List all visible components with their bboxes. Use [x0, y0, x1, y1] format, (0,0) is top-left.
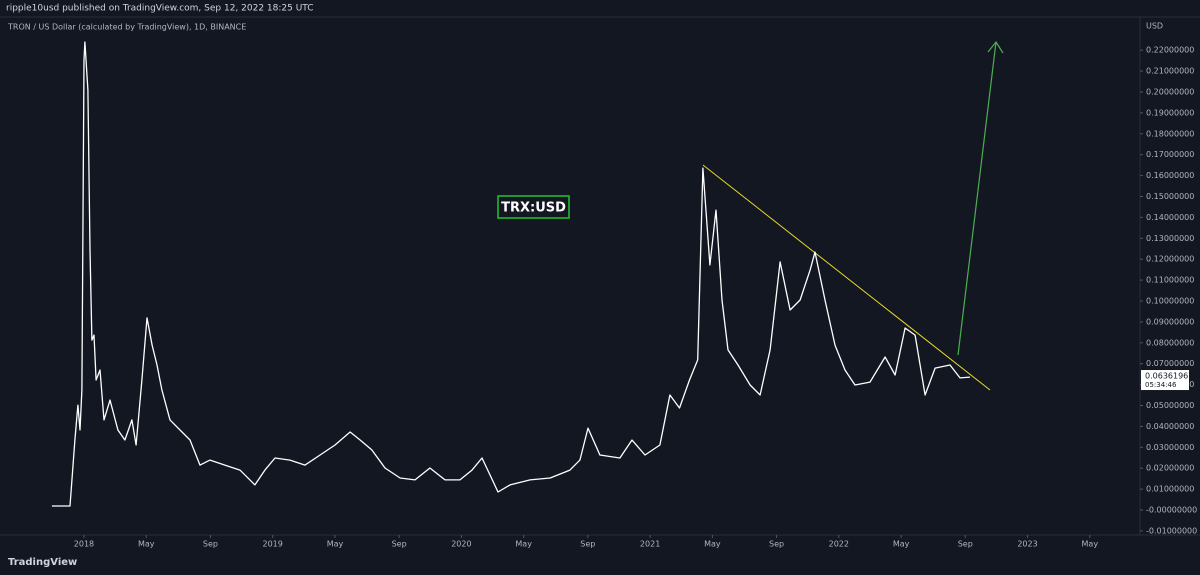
x-tick-label: Sep	[392, 540, 407, 549]
x-tick-label: Sep	[203, 540, 218, 549]
x-tick-label: May	[327, 540, 344, 549]
y-tick-label: 0.16000000	[1146, 171, 1194, 180]
y-tick-label: 0.08000000	[1146, 338, 1194, 347]
x-tick-label: May	[138, 540, 155, 549]
y-tick-label: 0.18000000	[1146, 129, 1194, 138]
y-tick-label: 0.02000000	[1146, 464, 1194, 473]
x-tick-label: Sep	[580, 540, 595, 549]
x-tick-label: May	[1082, 540, 1099, 549]
arrow	[957, 41, 997, 356]
y-tick-label: 0.01000000	[1146, 485, 1194, 494]
axis-label: USD	[1146, 22, 1163, 31]
y-tick-label: 0.07000000	[1146, 359, 1194, 368]
last-price: 0.06361967	[1145, 372, 1193, 381]
y-tick-label: 0.13000000	[1146, 234, 1194, 243]
y-tick-label: 0.21000000	[1146, 67, 1194, 76]
x-tick-label: Sep	[769, 540, 784, 549]
y-tick-label: 0.11000000	[1146, 276, 1194, 285]
annotation-box	[497, 195, 570, 219]
x-tick-label: Sep	[958, 540, 973, 549]
price-line	[51, 41, 971, 507]
x-tick-label: 2018	[74, 540, 94, 549]
y-tick-label: 0.04000000	[1146, 422, 1194, 431]
y-tick-label: 0.20000000	[1146, 87, 1194, 96]
x-tick-label: 2021	[640, 540, 660, 549]
y-tick-label: 0.05000000	[1146, 401, 1194, 410]
last-price-box	[1141, 370, 1189, 391]
y-tick-label: 0.17000000	[1146, 150, 1194, 159]
x-tick-label: May	[515, 540, 532, 549]
x-tick-label: May	[893, 540, 910, 549]
x-tick-label: May	[704, 540, 721, 549]
publisher: ripple10usd published on TradingView.com…	[6, 4, 314, 14]
x-tick-label: 2019	[263, 540, 283, 549]
y-tick-label: 0.14000000	[1146, 213, 1194, 222]
chart-title: TRON / US Dollar (calculated by TradingV…	[7, 23, 246, 32]
countdown: 05:34:46	[1145, 381, 1177, 389]
y-tick-label: 0.03000000	[1146, 443, 1194, 452]
y-tick-label: 0.22000000	[1146, 46, 1194, 55]
footer-brand: TradingView	[8, 557, 77, 568]
y-tick-label: -0.00000000	[1146, 506, 1197, 515]
trend-line	[702, 164, 991, 391]
y-tick-label: 0.19000000	[1146, 108, 1194, 117]
x-tick-label: 2022	[829, 540, 849, 549]
y-tick-label: 0.09000000	[1146, 317, 1194, 326]
arrow-head	[987, 40, 1004, 54]
x-tick-label: 2023	[1017, 540, 1037, 549]
y-tick-label: 0.15000000	[1146, 192, 1194, 201]
y-tick-label: -0.01000000	[1146, 526, 1197, 535]
y-tick-label: 0.10000000	[1146, 296, 1194, 305]
x-tick-label: 2020	[451, 540, 471, 549]
y-tick-label: 0.12000000	[1146, 255, 1194, 264]
annotation: TRX:USD	[501, 201, 566, 216]
